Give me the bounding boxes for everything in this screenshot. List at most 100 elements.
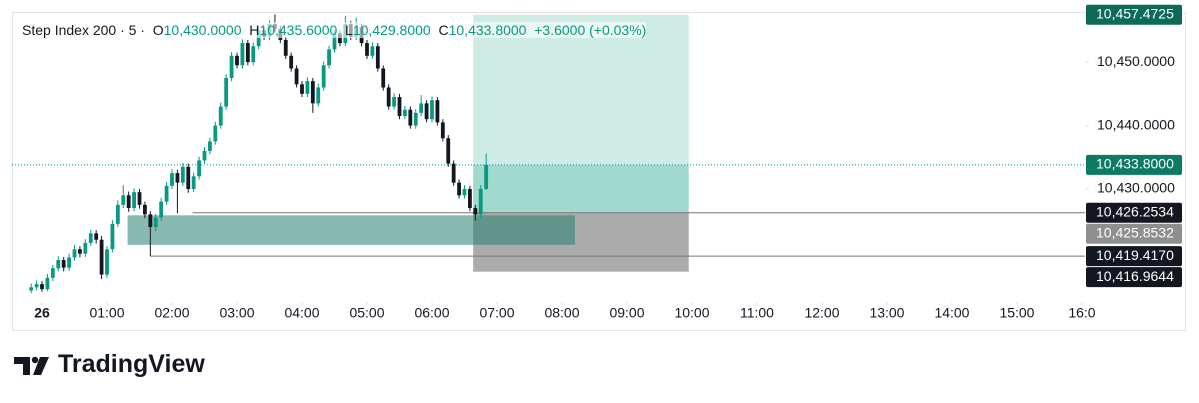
x-tick-label: 11:00 bbox=[740, 305, 774, 321]
candle-body bbox=[283, 39, 288, 56]
price-label: 10,425.8532 bbox=[1096, 224, 1174, 240]
candle-body bbox=[115, 204, 120, 224]
ohlc-value: 10,433.8000 bbox=[448, 22, 527, 38]
price-label-box bbox=[1086, 223, 1182, 244]
candle-body bbox=[34, 284, 39, 288]
price-label: 10,416.9644 bbox=[1096, 268, 1174, 284]
x-tick-label: 26 bbox=[34, 305, 50, 321]
candle-body bbox=[126, 195, 131, 209]
y-tick-label: 10,450.0000 bbox=[1097, 53, 1175, 69]
candle-body bbox=[316, 87, 321, 104]
candle-body bbox=[186, 166, 191, 189]
candle-body bbox=[338, 33, 342, 44]
candle-body bbox=[375, 46, 380, 69]
candle-body bbox=[88, 233, 93, 243]
x-tick-label: 14:00 bbox=[934, 305, 969, 321]
ohlc-letter: C bbox=[438, 22, 449, 38]
candle-body bbox=[67, 257, 71, 268]
candle-body bbox=[392, 97, 396, 107]
candle-body bbox=[381, 68, 386, 88]
ohlc-o: O10,430.0000 bbox=[153, 22, 242, 38]
candle-body bbox=[99, 239, 104, 275]
x-tick-label: 05:00 bbox=[349, 305, 384, 321]
price-label: 10,433.8000 bbox=[1096, 156, 1174, 172]
price-label-box bbox=[1086, 246, 1182, 267]
ohlc-value: 10,435.6000 bbox=[259, 22, 338, 38]
x-tick-label: 15:00 bbox=[999, 305, 1034, 321]
candle-body bbox=[484, 164, 489, 189]
x-tick-label: 09:00 bbox=[609, 305, 644, 321]
chart-frame bbox=[12, 12, 1186, 331]
candle-body bbox=[132, 192, 136, 209]
candle-body bbox=[446, 138, 451, 164]
y-tick-label: 10,440.0000 bbox=[1097, 116, 1175, 132]
candle-body bbox=[451, 163, 456, 183]
candle-body bbox=[143, 204, 147, 215]
x-tick-label: 13:00 bbox=[869, 305, 904, 321]
ohlc-value: 10,429.8000 bbox=[352, 22, 431, 38]
candle-body bbox=[148, 214, 153, 228]
legend: Step Index 200 · 5 · O10,430.0000 H10,43… bbox=[22, 22, 647, 38]
ohlc-letter: O bbox=[152, 22, 164, 38]
candle-body bbox=[40, 284, 44, 290]
ohlc-l: L10,429.8000 bbox=[345, 22, 431, 38]
ohlc-c: C10,433.8000 bbox=[438, 22, 526, 38]
candle-body bbox=[310, 81, 315, 104]
price-label-box bbox=[1086, 202, 1182, 223]
candle-body bbox=[327, 49, 331, 66]
price-label: 10,419.4170 bbox=[1096, 247, 1174, 263]
price-label: 10,457.4725 bbox=[1096, 5, 1174, 21]
candle-body bbox=[164, 185, 169, 202]
open-profit bbox=[473, 164, 689, 213]
candle-body bbox=[457, 182, 461, 196]
candle-body bbox=[50, 268, 55, 278]
candle-body bbox=[289, 55, 294, 69]
ohlc-letter: L bbox=[345, 22, 353, 38]
candle-body bbox=[256, 30, 261, 47]
candle-body bbox=[397, 97, 402, 117]
x-tick-label: 12:00 bbox=[804, 305, 839, 321]
candle-body bbox=[478, 188, 483, 215]
candle-body bbox=[473, 208, 478, 215]
x-tick-label: 10:00 bbox=[674, 305, 709, 321]
x-tick-label: 06:00 bbox=[414, 305, 449, 321]
x-tick-label: 07:00 bbox=[479, 305, 514, 321]
candle-body bbox=[240, 43, 245, 66]
candle-body bbox=[83, 242, 88, 254]
candle-body bbox=[386, 87, 391, 107]
x-tick-label: 08:00 bbox=[544, 305, 579, 321]
x-tick-label: 04:00 bbox=[284, 305, 319, 321]
candle-body bbox=[61, 260, 66, 268]
candle-body bbox=[300, 84, 304, 94]
candle-body bbox=[365, 43, 369, 56]
candle-body bbox=[235, 55, 239, 66]
candle-body bbox=[170, 173, 174, 186]
candle-body bbox=[332, 33, 337, 50]
candle-body bbox=[105, 249, 109, 275]
candle-body bbox=[191, 176, 196, 189]
candle-body bbox=[224, 77, 229, 107]
candle-body bbox=[403, 109, 407, 117]
candle-body bbox=[370, 46, 375, 56]
candle-body bbox=[294, 68, 299, 85]
candle-body bbox=[413, 112, 418, 126]
candle-body bbox=[430, 100, 434, 120]
symbol: Step Index 200 · 5 · bbox=[22, 22, 145, 38]
candle-body bbox=[419, 103, 424, 113]
price-label: 10,426.2534 bbox=[1096, 203, 1174, 219]
candle-body bbox=[121, 195, 126, 205]
candle-body bbox=[245, 43, 250, 63]
candle-body bbox=[462, 188, 467, 196]
candle-body bbox=[202, 150, 207, 161]
candle-body bbox=[72, 249, 77, 258]
ohlc-letter: H bbox=[249, 22, 260, 38]
candle-body bbox=[208, 141, 212, 151]
candle-body bbox=[468, 188, 472, 209]
candle-body bbox=[408, 109, 413, 126]
candle-body bbox=[45, 277, 50, 290]
candle-body bbox=[440, 122, 445, 139]
tv-logo bbox=[14, 356, 49, 375]
target-zone bbox=[473, 14, 689, 213]
